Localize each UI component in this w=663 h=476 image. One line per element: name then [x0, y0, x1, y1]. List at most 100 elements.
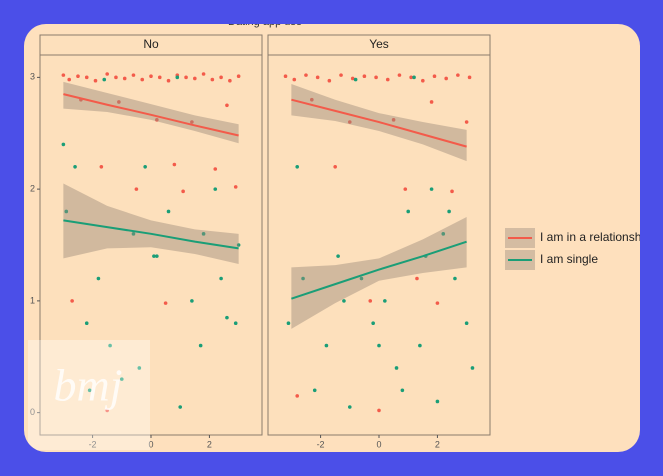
point	[67, 77, 72, 82]
legend-label: I am single	[540, 252, 598, 266]
point	[377, 408, 381, 413]
point	[342, 299, 346, 303]
point	[172, 162, 177, 167]
point	[225, 103, 229, 108]
point	[418, 343, 422, 348]
point	[219, 75, 223, 80]
point	[105, 72, 109, 76]
point	[198, 343, 203, 348]
point	[432, 74, 437, 79]
point	[374, 75, 378, 80]
y-tick-label: 1	[30, 295, 35, 305]
point	[149, 74, 153, 79]
y-tick-label: 0	[30, 407, 35, 417]
point	[421, 78, 425, 83]
point	[137, 366, 142, 370]
point	[295, 164, 300, 169]
point	[409, 75, 413, 80]
point	[108, 343, 112, 348]
point	[353, 77, 358, 82]
point	[84, 75, 89, 80]
point	[102, 77, 107, 82]
point	[312, 388, 317, 393]
point	[131, 73, 136, 77]
point	[64, 209, 69, 214]
point	[412, 75, 416, 80]
point	[429, 100, 434, 104]
x-tick-label: 0	[376, 439, 381, 449]
panel	[39, 54, 263, 436]
point	[99, 164, 104, 169]
point	[155, 118, 159, 122]
facet-title: Yes	[369, 37, 389, 51]
point	[339, 73, 343, 77]
point	[453, 276, 457, 281]
point	[213, 187, 218, 191]
point	[470, 366, 475, 370]
point	[70, 299, 74, 303]
point	[435, 301, 440, 305]
x-tick-label: 2	[207, 439, 212, 449]
point	[190, 120, 194, 124]
point	[236, 243, 241, 247]
fit-line	[63, 93, 239, 137]
point	[131, 232, 136, 236]
point	[406, 209, 411, 214]
point	[225, 315, 229, 320]
point	[134, 187, 139, 191]
point	[61, 73, 66, 77]
point	[359, 276, 364, 281]
point	[201, 72, 206, 76]
point	[84, 321, 89, 326]
fit-line	[291, 240, 467, 300]
point	[93, 78, 98, 83]
point	[119, 377, 124, 381]
point	[347, 405, 352, 409]
point	[73, 164, 77, 169]
point	[166, 209, 171, 214]
point	[467, 75, 472, 80]
point	[181, 189, 185, 194]
facet-title: No	[143, 37, 159, 51]
point	[441, 232, 446, 236]
panel	[267, 54, 491, 436]
point	[140, 77, 145, 82]
point	[327, 78, 332, 83]
point	[347, 120, 352, 124]
point	[76, 74, 80, 79]
point	[96, 276, 101, 281]
point	[233, 185, 238, 189]
point	[155, 254, 159, 258]
point	[444, 76, 448, 81]
point	[117, 100, 121, 104]
fit-line	[63, 219, 239, 250]
point	[391, 118, 396, 122]
point	[310, 97, 314, 102]
point	[166, 78, 171, 83]
point	[450, 189, 454, 194]
point	[201, 232, 206, 236]
point	[178, 405, 183, 409]
point	[464, 120, 469, 124]
point	[383, 299, 387, 303]
point	[394, 366, 399, 370]
plot-area: Dating app use No -2 0 2 0 1 2 3 Yes -2 0 2 I am in …	[28, 24, 640, 450]
point	[175, 75, 180, 80]
point	[324, 343, 329, 348]
point	[228, 78, 232, 83]
point	[336, 254, 340, 258]
point	[397, 73, 402, 77]
point	[122, 76, 127, 81]
point	[400, 388, 405, 393]
point	[114, 75, 118, 80]
strip	[39, 34, 263, 56]
point	[362, 74, 367, 79]
point	[236, 74, 241, 79]
confidence-band	[291, 217, 467, 329]
confidence-band	[63, 81, 239, 144]
point	[350, 76, 355, 81]
watermark: bmj	[54, 360, 123, 411]
point	[233, 321, 238, 326]
